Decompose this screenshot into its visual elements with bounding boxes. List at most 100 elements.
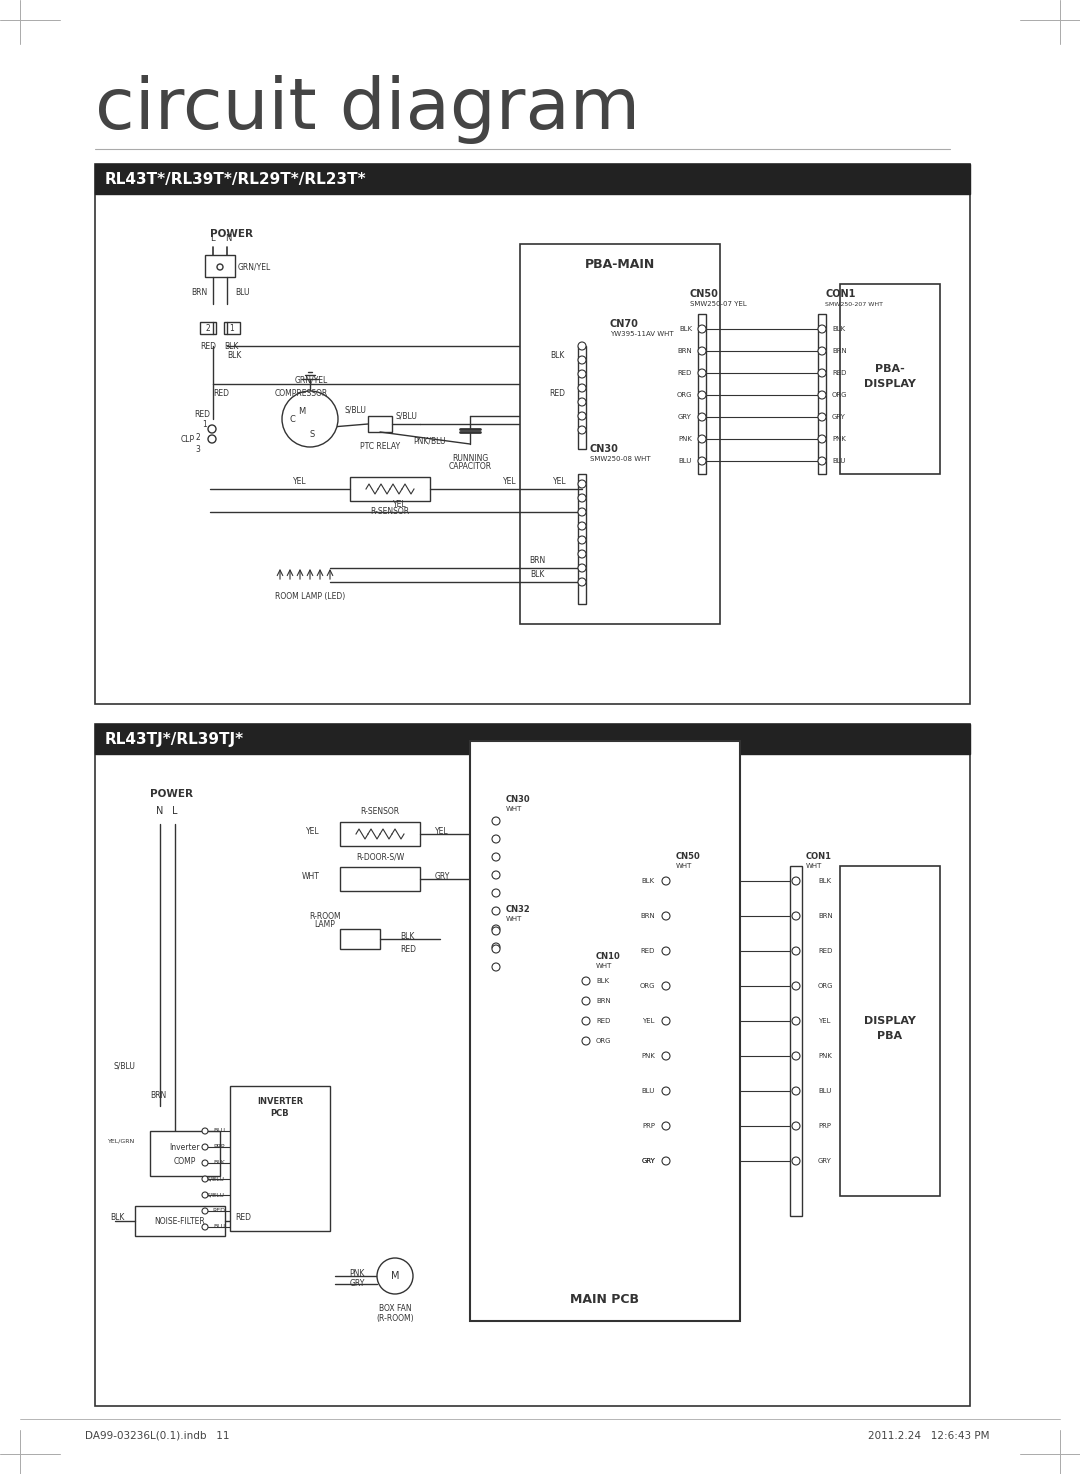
Text: BRN: BRN bbox=[640, 912, 654, 918]
Text: RED: RED bbox=[818, 948, 833, 954]
Text: GRY: GRY bbox=[642, 1159, 654, 1164]
Text: RED: RED bbox=[400, 945, 416, 954]
Bar bbox=[490, 918, 502, 926]
Text: S/BLU: S/BLU bbox=[207, 1192, 225, 1197]
Circle shape bbox=[792, 982, 800, 991]
Text: PBA-MAIN: PBA-MAIN bbox=[585, 258, 656, 271]
Bar bbox=[470, 741, 740, 1321]
Circle shape bbox=[492, 853, 500, 861]
Bar bbox=[519, 245, 720, 624]
Bar bbox=[95, 724, 970, 1406]
Text: BRN: BRN bbox=[150, 1092, 166, 1101]
Text: GRY: GRY bbox=[678, 414, 692, 420]
Bar bbox=[224, 321, 240, 335]
Text: CN50: CN50 bbox=[690, 289, 719, 299]
Text: COMP: COMP bbox=[174, 1157, 197, 1166]
Text: BRN: BRN bbox=[677, 348, 692, 354]
Circle shape bbox=[582, 1017, 590, 1024]
Text: PRP: PRP bbox=[642, 1123, 654, 1129]
Text: YEL: YEL bbox=[293, 478, 307, 486]
Text: BLK: BLK bbox=[110, 1213, 125, 1222]
Bar bbox=[840, 284, 940, 475]
Text: BLK: BLK bbox=[642, 879, 654, 884]
Bar bbox=[578, 346, 586, 450]
Bar bbox=[205, 255, 235, 277]
Circle shape bbox=[492, 927, 500, 935]
Text: S/BLU: S/BLU bbox=[395, 411, 417, 420]
Text: RUNNING: RUNNING bbox=[451, 454, 488, 463]
Circle shape bbox=[698, 346, 706, 355]
Circle shape bbox=[492, 889, 500, 898]
Bar bbox=[350, 478, 430, 501]
Text: YEL: YEL bbox=[307, 827, 320, 836]
Circle shape bbox=[662, 1086, 670, 1095]
Circle shape bbox=[202, 1160, 208, 1166]
Text: 2: 2 bbox=[195, 432, 200, 442]
Bar bbox=[490, 809, 502, 1055]
Circle shape bbox=[282, 391, 338, 447]
Text: LAMP: LAMP bbox=[314, 920, 336, 929]
Text: YEL: YEL bbox=[393, 500, 407, 509]
Bar bbox=[340, 822, 420, 846]
Circle shape bbox=[698, 391, 706, 399]
Text: BLK: BLK bbox=[679, 326, 692, 332]
Text: GRY: GRY bbox=[818, 1159, 832, 1164]
Circle shape bbox=[578, 426, 586, 433]
Text: BLU: BLU bbox=[818, 1088, 832, 1094]
Text: CN10: CN10 bbox=[596, 952, 621, 961]
Text: CN50: CN50 bbox=[676, 852, 701, 861]
Circle shape bbox=[662, 877, 670, 884]
Text: 2011.2.24   12:6:43 PM: 2011.2.24 12:6:43 PM bbox=[868, 1431, 990, 1442]
Text: SMW250-07 YEL: SMW250-07 YEL bbox=[690, 301, 746, 307]
Text: R-SENSOR: R-SENSOR bbox=[370, 507, 409, 516]
Circle shape bbox=[582, 1038, 590, 1045]
Text: DISPLAY: DISPLAY bbox=[864, 1016, 916, 1026]
Text: RED: RED bbox=[677, 370, 692, 376]
Text: CN30: CN30 bbox=[507, 794, 530, 803]
Text: PRP: PRP bbox=[214, 1144, 225, 1150]
Bar bbox=[660, 867, 672, 1216]
Circle shape bbox=[578, 413, 586, 420]
Text: PCB: PCB bbox=[271, 1110, 289, 1119]
Text: PNK: PNK bbox=[678, 436, 692, 442]
Text: YEL: YEL bbox=[503, 478, 517, 486]
Circle shape bbox=[662, 1157, 670, 1164]
Circle shape bbox=[792, 1122, 800, 1131]
Text: GRN/YEL: GRN/YEL bbox=[295, 374, 328, 385]
Text: DA99-03236L(0.1).indb   11: DA99-03236L(0.1).indb 11 bbox=[85, 1431, 229, 1442]
Text: PTC RELAY: PTC RELAY bbox=[360, 442, 400, 451]
Text: S: S bbox=[309, 429, 314, 438]
Bar bbox=[150, 1131, 220, 1176]
Text: PRP: PRP bbox=[818, 1123, 831, 1129]
Circle shape bbox=[698, 413, 706, 422]
Text: RED: RED bbox=[194, 410, 210, 419]
Circle shape bbox=[202, 1144, 208, 1150]
Circle shape bbox=[662, 1122, 670, 1131]
Circle shape bbox=[492, 871, 500, 879]
Text: RL43TJ*/RL39TJ*: RL43TJ*/RL39TJ* bbox=[105, 731, 244, 746]
Text: BLU: BLU bbox=[213, 1129, 225, 1134]
Text: POWER: POWER bbox=[150, 789, 193, 799]
Text: RED: RED bbox=[832, 370, 847, 376]
Text: BLK: BLK bbox=[818, 879, 832, 884]
Text: GRN/YEL: GRN/YEL bbox=[238, 262, 271, 271]
Circle shape bbox=[662, 982, 670, 991]
Text: CN30: CN30 bbox=[590, 444, 619, 454]
Text: ROOM LAMP (LED): ROOM LAMP (LED) bbox=[275, 593, 346, 601]
Circle shape bbox=[698, 457, 706, 464]
Circle shape bbox=[792, 912, 800, 920]
Circle shape bbox=[217, 264, 222, 270]
Text: RL43T*/RL39T*/RL29T*/RL23T*: RL43T*/RL39T*/RL29T*/RL23T* bbox=[105, 171, 366, 187]
Bar bbox=[840, 867, 940, 1195]
Text: M: M bbox=[391, 1271, 400, 1281]
Text: PNK: PNK bbox=[818, 1052, 832, 1058]
Text: BLU: BLU bbox=[235, 287, 249, 296]
Text: PNK: PNK bbox=[642, 1052, 654, 1058]
Text: 3: 3 bbox=[195, 445, 200, 454]
Text: WHT: WHT bbox=[507, 806, 523, 812]
Bar bbox=[580, 965, 592, 1206]
Circle shape bbox=[578, 494, 586, 503]
Text: BLU: BLU bbox=[213, 1225, 225, 1229]
Text: RED: RED bbox=[200, 342, 216, 351]
Text: GRY: GRY bbox=[832, 414, 846, 420]
